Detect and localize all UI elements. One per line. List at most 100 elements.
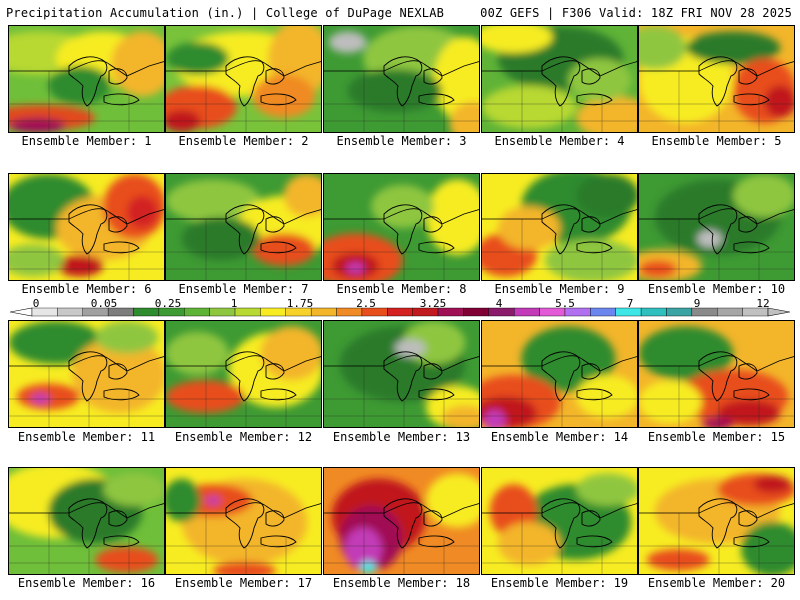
member-map-panel <box>638 25 795 133</box>
country-border <box>482 502 637 519</box>
great-lakes-outline <box>383 351 455 402</box>
member-map-panel <box>323 25 480 133</box>
country-border <box>9 502 164 519</box>
precip-field-region <box>205 496 221 505</box>
precip-field-region <box>639 380 702 424</box>
colorbar-tick-label: 9 <box>693 297 701 310</box>
member-caption: Ensemble Member: 3 <box>336 134 467 148</box>
precip-field-region <box>166 179 261 223</box>
member-map-panel <box>8 467 165 575</box>
state-borders <box>166 366 321 427</box>
member-caption: Ensemble Member: 16 <box>17 576 156 590</box>
member-caption: Ensemble Member: 9 <box>494 282 625 296</box>
country-border <box>324 60 479 77</box>
precip-field-region <box>328 31 367 53</box>
member-caption: Ensemble Member: 11 <box>17 430 156 444</box>
member-caption: Ensemble Member: 5 <box>651 134 782 148</box>
precip-field-region <box>103 473 164 506</box>
precip-field-region <box>252 233 316 266</box>
precip-field-region <box>482 85 577 129</box>
great-lakes-outline <box>541 351 613 402</box>
state-borders <box>9 71 164 132</box>
precip-field-region <box>111 31 164 97</box>
precip-field-region <box>345 262 365 274</box>
great-lakes-outline <box>225 498 297 549</box>
precip-field-region <box>9 321 104 365</box>
colorbar-max-arrow <box>767 307 790 317</box>
precip-field-region <box>260 326 321 381</box>
member-map-panel <box>8 173 165 281</box>
great-lakes-outline <box>698 56 770 107</box>
colorbar-tick-label: 7 <box>626 297 634 310</box>
member-caption: Ensemble Member: 18 <box>332 576 471 590</box>
country-border <box>166 355 321 372</box>
member-caption: Ensemble Member: 15 <box>647 430 786 444</box>
colorbar-swatch <box>640 307 667 317</box>
precip-field-region <box>717 399 781 426</box>
great-lakes-outline <box>383 204 455 255</box>
precip-field-region <box>646 549 710 571</box>
country-border <box>166 502 321 519</box>
precip-field-region <box>521 326 616 392</box>
precip-field-region <box>166 42 229 75</box>
country-border <box>639 502 794 519</box>
colorbar-tick-label: 3.25 <box>419 297 447 310</box>
colorbar-min-arrow <box>10 307 33 317</box>
precip-field-region <box>639 326 734 381</box>
precip-field-region <box>166 331 229 375</box>
state-borders <box>482 71 637 132</box>
member-map-panel <box>8 25 165 133</box>
member-caption: Ensemble Member: 7 <box>178 282 309 296</box>
precip-field-region <box>639 26 687 70</box>
precip-field-region <box>283 174 321 218</box>
country-border <box>639 208 794 225</box>
great-lakes-outline <box>383 498 455 549</box>
member-map-panel <box>165 467 322 575</box>
precip-field-region <box>394 339 427 357</box>
country-border <box>482 208 637 225</box>
state-borders <box>166 71 321 132</box>
member-map-panel <box>323 173 480 281</box>
member-map-panel <box>165 320 322 428</box>
great-lakes-outline <box>225 56 297 107</box>
country-border <box>639 355 794 372</box>
great-lakes-outline <box>68 351 140 402</box>
member-map-panel <box>165 173 322 281</box>
colorbar-swatch <box>717 307 743 317</box>
colorbar-swatch <box>463 307 490 317</box>
precip-field-region <box>544 238 637 280</box>
precip-field-region <box>371 184 434 228</box>
member-caption: Ensemble Member: 17 <box>174 576 313 590</box>
member-caption: Ensemble Member: 2 <box>178 134 309 148</box>
member-caption: Ensemble Member: 8 <box>336 282 467 296</box>
state-borders <box>324 366 479 427</box>
great-lakes-outline <box>541 498 613 549</box>
chart-title: Precipitation Accumulation (in.) | Colle… <box>6 6 445 20</box>
country-border <box>639 60 794 77</box>
precip-field-region <box>482 26 553 53</box>
colorbar-swatch <box>310 307 337 317</box>
precip-field-region <box>733 174 794 218</box>
great-lakes-outline <box>68 56 140 107</box>
colorbar-tick-label: 0 <box>32 297 40 310</box>
member-map-panel <box>8 320 165 428</box>
state-borders <box>482 219 637 280</box>
precip-field-region <box>344 527 383 571</box>
great-lakes-outline <box>698 204 770 255</box>
precip-field-region <box>568 58 632 102</box>
country-border <box>482 355 637 372</box>
precip-field-region <box>56 255 104 277</box>
member-caption: Ensemble Member: 20 <box>647 576 786 590</box>
precip-field-region <box>576 375 637 419</box>
precip-field-region <box>426 179 479 255</box>
member-map-panel <box>323 467 480 575</box>
state-borders <box>639 366 794 427</box>
country-border <box>9 208 164 225</box>
precip-field-region <box>741 522 794 574</box>
run-info: 00Z GEFS | F306 Valid: 18Z FRI NOV 28 20… <box>480 6 792 20</box>
colorbar-tick-label: 0.25 <box>154 297 182 310</box>
precip-field-region <box>252 74 316 118</box>
member-map-panel <box>323 320 480 428</box>
colorbar-tick-label: 0.05 <box>90 297 118 310</box>
precip-field-region <box>347 69 442 113</box>
